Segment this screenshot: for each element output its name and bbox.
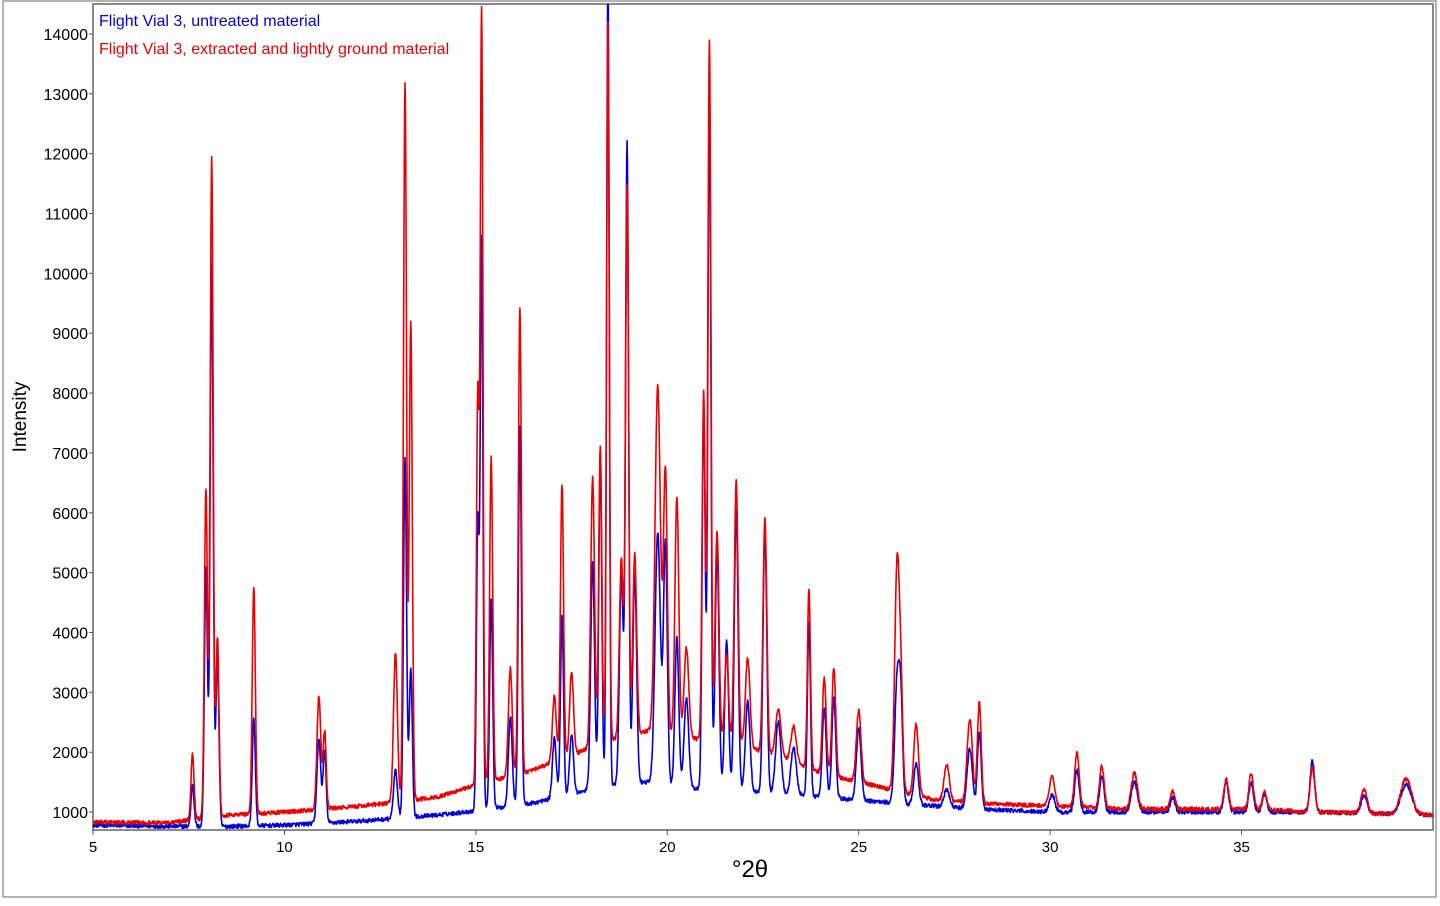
x-axis-ticks: 5 10 15 20 25 30 35 <box>89 830 1250 856</box>
y-tick-label: 11000 <box>45 206 88 223</box>
x-axis-label: °2θ <box>732 856 768 883</box>
x-tick-label: 25 <box>850 839 867 856</box>
y-axis-label: Intensity <box>10 381 31 452</box>
y-tick-label: 2000 <box>52 745 88 762</box>
y-tick-label: 3000 <box>52 685 88 702</box>
legend-entry-extracted: Flight Vial 3, extracted and lightly gro… <box>99 41 449 58</box>
y-tick-label: 8000 <box>52 386 88 403</box>
series-layer <box>93 4 1433 830</box>
y-tick-label: 10000 <box>44 266 89 283</box>
x-tick-label: 30 <box>1042 839 1059 856</box>
y-tick-label: 1000 <box>52 805 88 822</box>
legend-entry-untreated: Flight Vial 3, untreated material <box>99 13 320 30</box>
y-tick-label: 9000 <box>52 326 88 343</box>
y-tick-label: 13000 <box>44 87 89 104</box>
y-tick-label: 5000 <box>52 566 88 583</box>
y-tick-label: 4000 <box>52 625 88 642</box>
x-tick-label: 5 <box>89 839 97 856</box>
x-tick-label: 10 <box>276 839 293 856</box>
y-tick-label: 12000 <box>44 147 89 164</box>
y-tick-label: 7000 <box>52 446 88 463</box>
plot-area <box>92 3 1434 831</box>
y-axis-ticks: 1000 2000 3000 4000 5000 6000 7000 8000 9000 1000… <box>44 27 93 822</box>
x-tick-label: 35 <box>1233 839 1250 856</box>
series-line-extracted <box>93 5 1433 826</box>
x-tick-label: 15 <box>468 839 485 856</box>
y-tick-label: 14000 <box>44 27 89 44</box>
y-tick-label: 6000 <box>52 506 88 523</box>
x-tick-label: 20 <box>659 839 676 856</box>
